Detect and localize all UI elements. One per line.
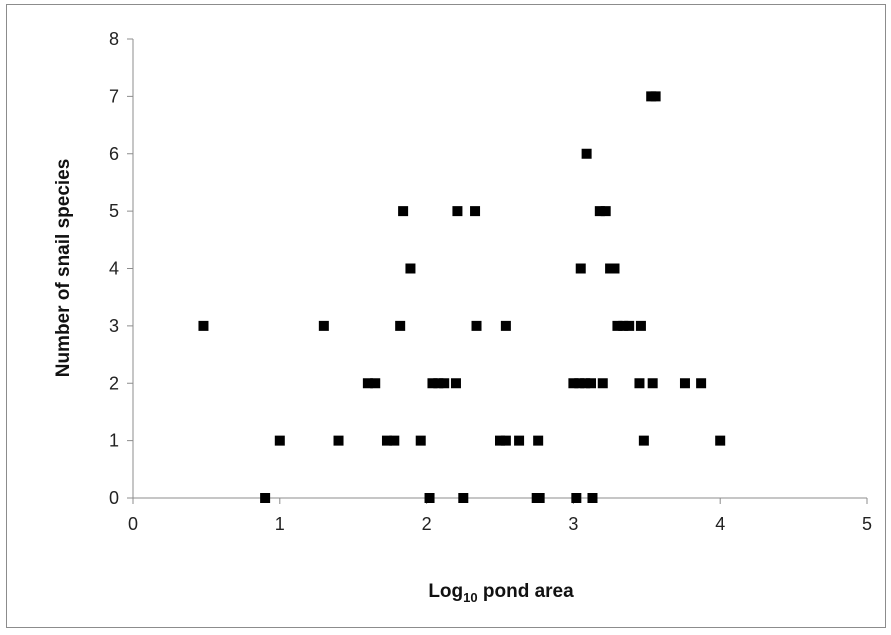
data-point	[381, 435, 392, 446]
data-point	[580, 378, 591, 389]
data-point	[597, 378, 608, 389]
data-point	[415, 435, 426, 446]
x-tick-label: 0	[128, 514, 138, 534]
data-point	[647, 378, 658, 389]
axes	[127, 38, 868, 504]
data-point	[389, 435, 400, 446]
data-point	[638, 435, 649, 446]
data-point	[318, 320, 329, 331]
data-point	[458, 493, 469, 503]
data-point	[635, 320, 646, 331]
data-point	[650, 91, 661, 102]
data-point	[575, 263, 586, 274]
data-point	[333, 435, 344, 446]
data-point	[439, 378, 450, 389]
data-point	[452, 206, 463, 217]
x-tick-label: 2	[422, 514, 432, 534]
data-point	[634, 378, 645, 389]
data-point	[427, 378, 438, 389]
y-tick-label: 6	[109, 144, 119, 164]
y-tick-label: 8	[109, 29, 119, 49]
x-axis-title-prefix: Log	[428, 581, 463, 602]
x-axis-title: Log10 pond area	[428, 581, 574, 605]
y-tick-label: 7	[109, 86, 119, 106]
y-tick-label: 4	[109, 259, 119, 279]
data-point	[609, 263, 620, 274]
y-tick-label: 0	[109, 488, 119, 508]
data-point	[568, 378, 579, 389]
data-point	[450, 378, 461, 389]
x-axis-title-subscript: 10	[463, 590, 477, 605]
x-tick-label: 5	[862, 514, 872, 534]
y-tick-label: 1	[109, 431, 119, 451]
data-point	[433, 378, 444, 389]
x-tick-label: 3	[568, 514, 578, 534]
data-point	[514, 435, 525, 446]
data-point	[679, 378, 690, 389]
chart-frame	[6, 4, 886, 628]
data-point	[715, 435, 726, 446]
data-point	[471, 320, 482, 331]
data-point	[624, 320, 635, 331]
data-point	[696, 378, 707, 389]
data-point	[405, 263, 416, 274]
x-axis-title-suffix: pond area	[478, 581, 575, 602]
data-point	[362, 378, 373, 389]
data-point	[274, 435, 285, 446]
data-points	[198, 91, 726, 503]
data-point	[600, 206, 611, 217]
data-point	[370, 378, 381, 389]
y-tick-label: 3	[109, 316, 119, 336]
data-point	[495, 435, 505, 446]
data-point	[470, 206, 481, 217]
data-point	[571, 493, 582, 503]
data-point	[618, 320, 629, 331]
data-point	[587, 493, 598, 503]
x-tick-label: 4	[715, 514, 725, 534]
data-point	[594, 206, 605, 217]
data-point	[500, 435, 511, 446]
data-point	[398, 206, 409, 217]
data-point	[574, 378, 585, 389]
data-point	[533, 435, 544, 446]
y-axis-title: Number of snail species	[53, 159, 74, 378]
data-point	[534, 493, 545, 503]
data-point	[260, 493, 271, 503]
data-point	[500, 320, 511, 331]
data-point	[198, 320, 209, 331]
y-tick-label: 5	[109, 201, 119, 221]
data-point	[395, 320, 406, 331]
tick-labels: 0 1 2 3 4 5 6 7 8 0 1 2 3 4 5	[109, 29, 872, 534]
y-tick-label: 2	[109, 373, 119, 393]
data-point	[424, 493, 435, 503]
data-point	[581, 148, 592, 159]
data-point	[612, 320, 623, 331]
data-point	[586, 378, 597, 389]
x-tick-label: 1	[275, 514, 285, 534]
